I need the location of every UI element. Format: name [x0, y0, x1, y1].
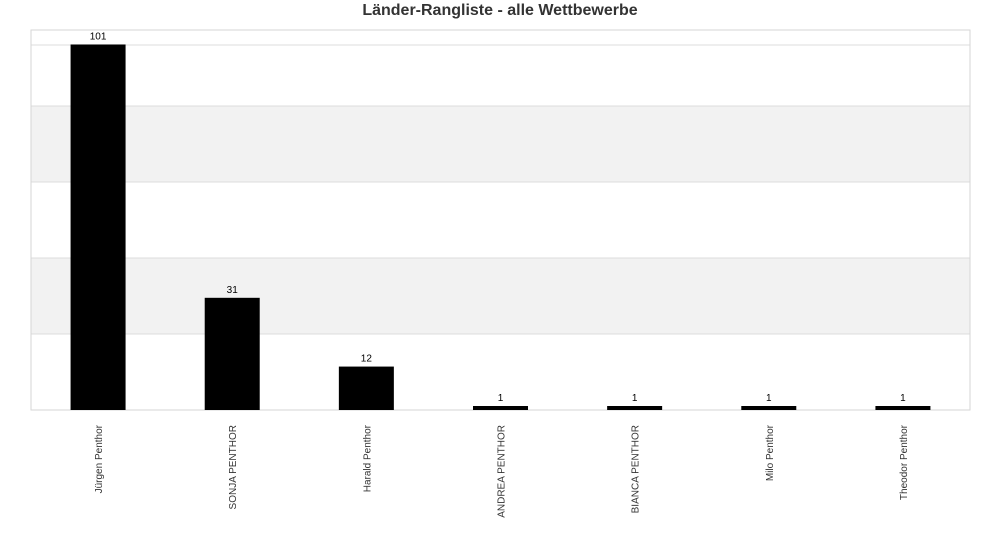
- x-tick-label: Theodor Penthor: [899, 424, 910, 500]
- bar: [875, 406, 931, 410]
- bar-value-label: 31: [227, 285, 239, 296]
- bar: [473, 406, 528, 410]
- background-band: [31, 334, 970, 410]
- x-tick-label: Jürgen Penthor: [94, 424, 105, 493]
- bar-value-label: 1: [498, 393, 504, 404]
- bar-value-label: 1: [900, 393, 906, 404]
- background-band: [31, 182, 970, 258]
- background-band: [31, 106, 970, 182]
- bar-value-label: 1: [766, 393, 772, 404]
- bar-value-label: 101: [90, 31, 107, 42]
- x-tick-label: Milo Penthor: [765, 424, 776, 481]
- bar-value-label: 12: [361, 354, 373, 365]
- background-band: [31, 258, 970, 334]
- x-tick-label: ANDREA PENTHOR: [497, 425, 508, 518]
- bar: [607, 406, 663, 410]
- background-band: [31, 30, 970, 106]
- bar-value-label: 1: [632, 393, 638, 404]
- chart-title: Länder-Rangliste - alle Wettbewerbe: [362, 2, 638, 19]
- bar: [204, 297, 260, 410]
- bar: [741, 406, 797, 410]
- x-tick-label: Harald Penthor: [362, 424, 373, 492]
- x-tick-label: SONJA PENTHOR: [228, 425, 239, 509]
- bar: [70, 44, 126, 410]
- x-tick-label: BIANCA PENTHOR: [631, 425, 642, 513]
- bar: [338, 366, 394, 410]
